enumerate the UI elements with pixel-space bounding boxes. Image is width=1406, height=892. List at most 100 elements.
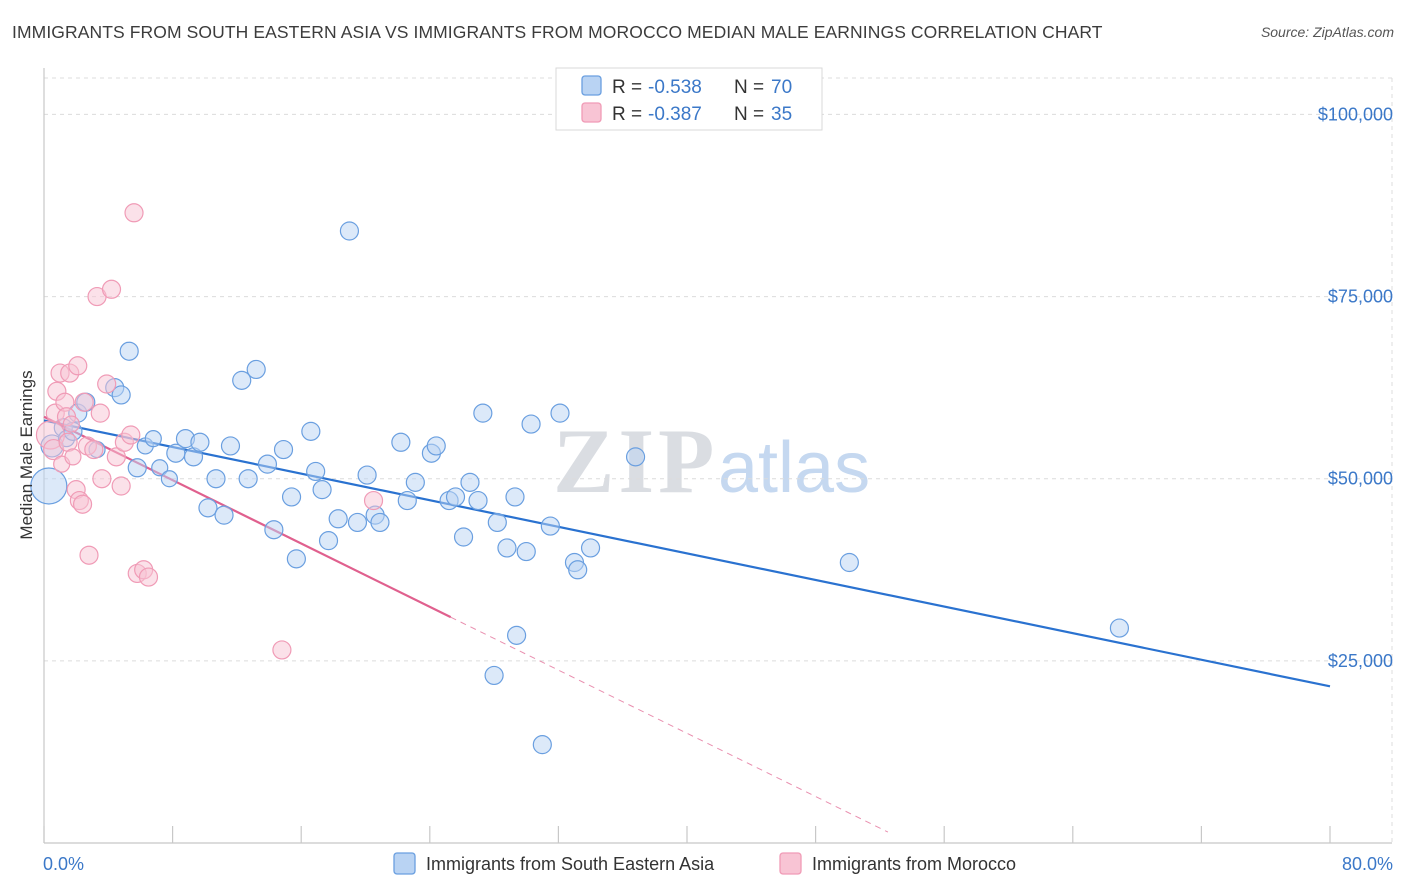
morocco-point-28 xyxy=(121,425,141,445)
legend-r-value-morocco: -0.387 xyxy=(648,104,702,125)
legend-n-label-morocco: N = xyxy=(734,104,764,125)
sea-point-35 xyxy=(318,531,339,551)
sea-point-38 xyxy=(347,512,368,533)
y-tick-label-3: $100,000 xyxy=(1318,104,1393,124)
sea-point-21 xyxy=(206,469,226,489)
sea-point-33 xyxy=(306,461,326,482)
sea-point-27 xyxy=(257,454,278,474)
sea-point-63 xyxy=(625,447,646,467)
series-legend-label-sea: Immigrants from South Eastern Asia xyxy=(426,854,715,874)
sea-point-64 xyxy=(839,552,859,573)
y-axis-label: Median Male Earnings xyxy=(17,370,36,539)
morocco-point-23 xyxy=(97,374,117,394)
morocco-point-18 xyxy=(79,545,99,565)
sea-point-34 xyxy=(312,480,332,500)
legend-n-value-morocco: 35 xyxy=(771,104,792,125)
morocco-point-13 xyxy=(68,356,88,376)
chart-title: IMMIGRANTS FROM SOUTH EASTERN ASIA VS IM… xyxy=(12,22,1103,42)
sea-point-15 xyxy=(160,470,178,488)
sea-point-26 xyxy=(246,359,266,380)
legend-swatch-morocco xyxy=(581,102,602,123)
morocco-point-26 xyxy=(111,476,131,496)
source-label: Source: ZipAtlas.com xyxy=(1260,24,1394,40)
morocco-point-15 xyxy=(72,494,93,514)
sea-point-62 xyxy=(580,538,601,558)
sea-point-57 xyxy=(521,414,541,434)
sea-point-44 xyxy=(405,472,425,492)
sea-point-65 xyxy=(507,625,527,645)
sea-point-42 xyxy=(391,432,411,452)
sea-point-0 xyxy=(30,467,68,505)
sea-point-9 xyxy=(111,385,131,405)
sea-point-23 xyxy=(220,436,241,456)
series-legend-swatch-sea xyxy=(393,852,416,875)
x-tick-labels: 0.0% 80.0% xyxy=(43,854,1393,874)
sea-point-43 xyxy=(397,490,417,511)
sea-point-55 xyxy=(505,487,525,507)
sea-point-58 xyxy=(540,516,560,536)
morocco-point-16 xyxy=(74,392,94,412)
morocco-point-22 xyxy=(92,469,112,489)
sea-point-46 xyxy=(426,436,446,456)
sea-point-22 xyxy=(214,505,234,525)
morocco-point-24 xyxy=(101,279,122,299)
sea-point-48 xyxy=(445,487,466,507)
morocco-point-34 xyxy=(363,490,384,511)
sea-point-68 xyxy=(1109,618,1130,638)
sea-point-59 xyxy=(550,403,570,423)
morocco-point-25 xyxy=(106,447,126,467)
y-tick-label-0: $25,000 xyxy=(1328,651,1393,671)
sea-point-61 xyxy=(568,560,588,580)
sea-point-54 xyxy=(497,538,517,558)
legend-r-label-sea: R = xyxy=(612,77,642,98)
morocco-point-19 xyxy=(84,439,104,460)
sea-point-13 xyxy=(144,430,162,448)
sea-point-28 xyxy=(264,520,284,540)
series-legend-label-morocco: Immigrants from Morocco xyxy=(812,854,1016,874)
morocco-point-21 xyxy=(90,403,110,423)
trend-extension-1 xyxy=(450,616,889,833)
axes xyxy=(43,68,1392,844)
y-tick-label-1: $50,000 xyxy=(1328,469,1393,489)
sea-point-39 xyxy=(357,465,377,485)
sea-point-24 xyxy=(232,370,252,390)
legend-n-label-sea: N = xyxy=(734,77,764,98)
morocco-point-10 xyxy=(62,415,80,433)
sea-point-56 xyxy=(516,541,536,562)
sea-point-30 xyxy=(281,487,302,507)
sea-point-11 xyxy=(127,458,147,478)
sea-point-32 xyxy=(301,421,321,441)
sea-point-52 xyxy=(473,403,493,423)
sea-point-10 xyxy=(119,341,139,361)
sea-point-53 xyxy=(487,512,507,533)
sea-point-36 xyxy=(328,509,348,529)
legend-r-value-sea: -0.538 xyxy=(648,77,702,98)
sea-point-41 xyxy=(370,512,390,533)
sea-point-25 xyxy=(238,469,258,489)
sea-point-66 xyxy=(484,665,504,686)
data-points xyxy=(30,203,1130,755)
x-tick-label-end: 80.0% xyxy=(1342,854,1393,874)
sea-point-49 xyxy=(453,527,474,547)
sea-point-51 xyxy=(468,490,488,511)
y-tick-label-2: $75,000 xyxy=(1328,287,1393,307)
legend-swatch-sea xyxy=(581,75,602,96)
sea-point-37 xyxy=(339,221,360,241)
sea-point-29 xyxy=(273,439,294,460)
series-legend: Immigrants from South Eastern Asia Immig… xyxy=(393,852,1016,875)
legend-r-label-morocco: R = xyxy=(612,104,642,125)
morocco-point-11 xyxy=(64,448,82,466)
y-tick-labels: $25,000 $50,000 $75,000 $100,000 xyxy=(1318,104,1393,670)
morocco-point-32 xyxy=(138,567,159,587)
correlation-legend: R = -0.538 N = 70 R = -0.387 N = 35 xyxy=(555,67,823,131)
x-tick-label-start: 0.0% xyxy=(43,854,84,874)
legend-n-value-sea: 70 xyxy=(771,77,792,98)
sea-point-67 xyxy=(532,735,552,755)
series-legend-swatch-morocco xyxy=(779,852,802,875)
sea-point-20 xyxy=(198,498,218,518)
watermark-atlas: atlas xyxy=(718,428,870,508)
sea-point-19 xyxy=(190,432,210,452)
morocco-point-33 xyxy=(272,640,292,660)
sea-point-14 xyxy=(151,459,169,477)
